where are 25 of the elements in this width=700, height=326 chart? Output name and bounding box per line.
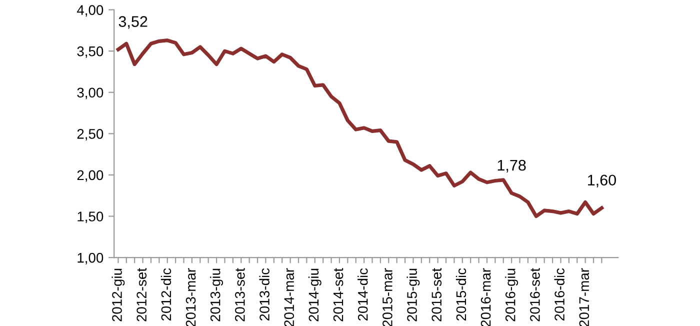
x-tick-label: 2014-set bbox=[333, 268, 344, 322]
y-tick-label: 2,00 bbox=[77, 170, 104, 182]
x-tick-label: 2012-giu bbox=[112, 268, 125, 322]
x-tick-label: 2013-dic bbox=[259, 268, 270, 321]
data-label: 3,52 bbox=[118, 16, 148, 29]
y-tick-label: 4,00 bbox=[76, 5, 104, 17]
x-tick-label: 2015-dic bbox=[456, 268, 466, 321]
x-tick-label: 2015-giu bbox=[406, 268, 420, 322]
y-tick-label: 1,50 bbox=[78, 212, 104, 224]
data-label: 1,60 bbox=[588, 174, 616, 188]
x-tick-label: 2014-giu bbox=[308, 268, 322, 322]
x-tick-label: 2016-dic bbox=[554, 268, 564, 321]
y-tick-label: 3,50 bbox=[77, 46, 104, 58]
x-tick-label: 2013-set bbox=[235, 268, 245, 322]
y-tick-label: 2,50 bbox=[77, 128, 104, 140]
x-tick-label: 2015-set bbox=[432, 268, 442, 322]
x-tick-label: 2016-set bbox=[530, 268, 540, 322]
x-tick-label: 2014-dic bbox=[358, 268, 368, 321]
x-tick-label: 2012-set bbox=[136, 268, 147, 322]
y-tick-label: 1,00 bbox=[78, 252, 104, 264]
data-label: 1,78 bbox=[498, 160, 526, 172]
y-tick-label: 3,00 bbox=[77, 88, 104, 100]
x-tick-label: 2016-giu bbox=[505, 268, 518, 322]
x-tick-label: 2012-dic bbox=[160, 268, 172, 321]
x-tick-label: 2013-giu bbox=[210, 268, 224, 322]
